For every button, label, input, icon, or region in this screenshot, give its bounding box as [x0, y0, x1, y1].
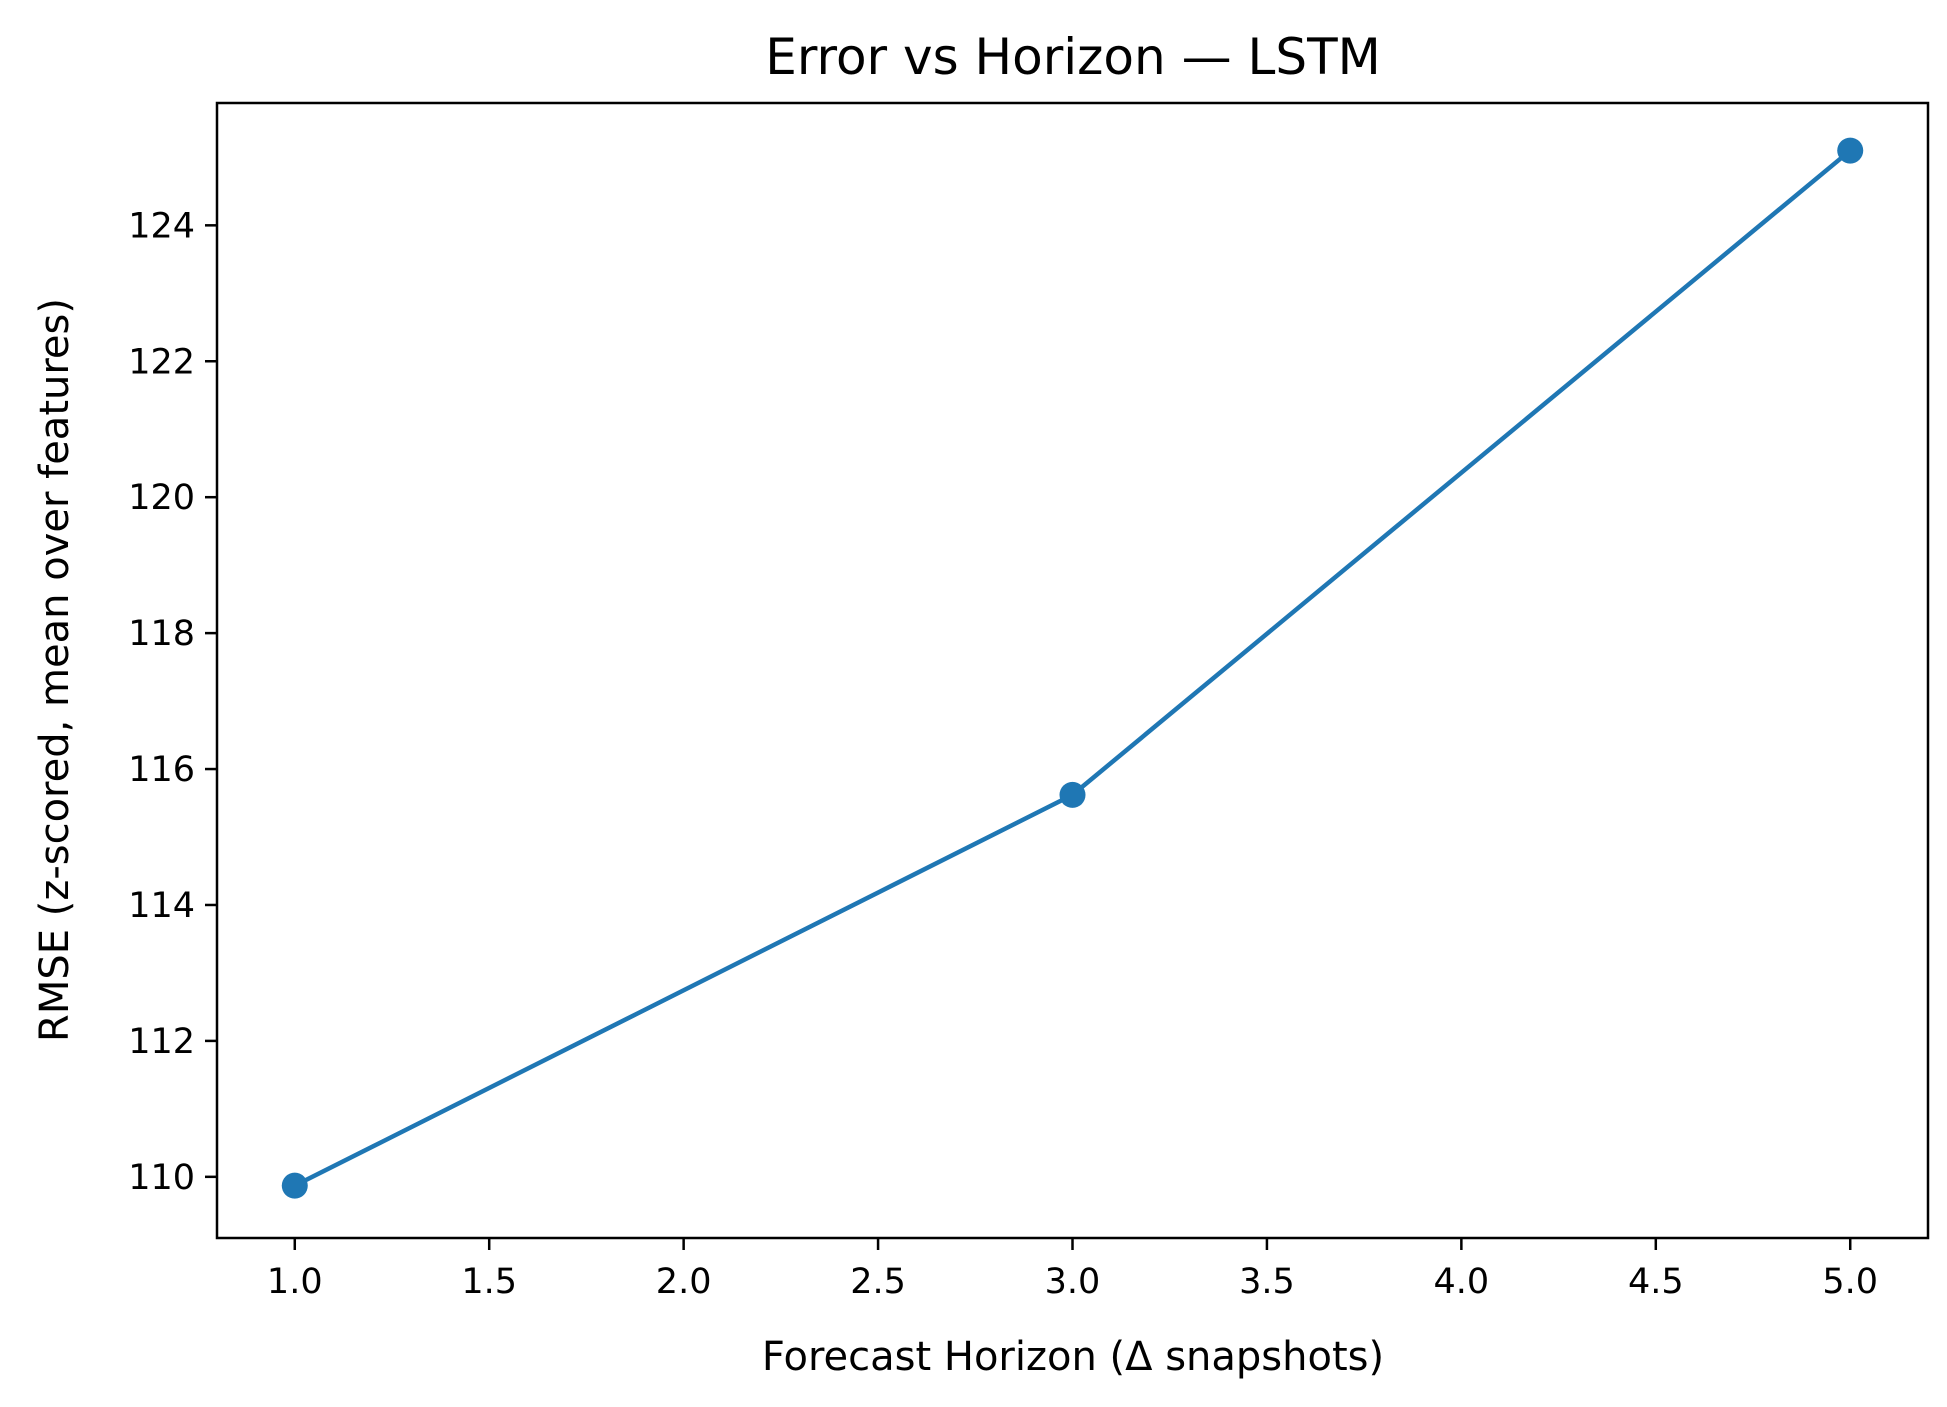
y-tick-label: 110 — [128, 1158, 195, 1198]
data-point[interactable] — [1837, 137, 1864, 164]
y-tick-label: 118 — [128, 614, 195, 654]
x-tick-label: 4.0 — [1434, 1262, 1490, 1302]
data-point[interactable] — [1059, 781, 1086, 808]
y-tick-label: 124 — [128, 206, 195, 246]
x-tick-label: 2.0 — [656, 1262, 712, 1302]
x-axis-label: Forecast Horizon (Δ snapshots) — [762, 1334, 1384, 1380]
x-tick-label: 2.5 — [850, 1262, 906, 1302]
y-tick-label: 122 — [128, 342, 195, 382]
x-tick-label: 1.0 — [267, 1262, 323, 1302]
x-tick-label: 5.0 — [1822, 1262, 1878, 1302]
chart-title: Error vs Horizon — LSTM — [765, 28, 1381, 86]
y-axis-label: RMSE (z-scored, mean over features) — [32, 298, 78, 1042]
y-tick-label: 112 — [128, 1022, 195, 1062]
y-tick-label: 120 — [128, 478, 195, 518]
x-tick-label: 1.5 — [461, 1262, 517, 1302]
x-tick-label: 4.5 — [1628, 1262, 1684, 1302]
x-tick-label: 3.0 — [1045, 1262, 1101, 1302]
x-tick-label: 3.5 — [1239, 1262, 1295, 1302]
y-tick-label: 116 — [128, 750, 195, 790]
data-point[interactable] — [281, 1172, 308, 1199]
y-axis-ticks: 110 112 114 116 118 120 122 124 — [128, 206, 217, 1198]
x-axis-ticks: 1.0 1.5 2.0 2.5 3.0 3.5 4.0 4.5 5.0 — [267, 1238, 1878, 1302]
series-layer — [281, 137, 1864, 1199]
y-tick-label: 114 — [128, 886, 195, 926]
